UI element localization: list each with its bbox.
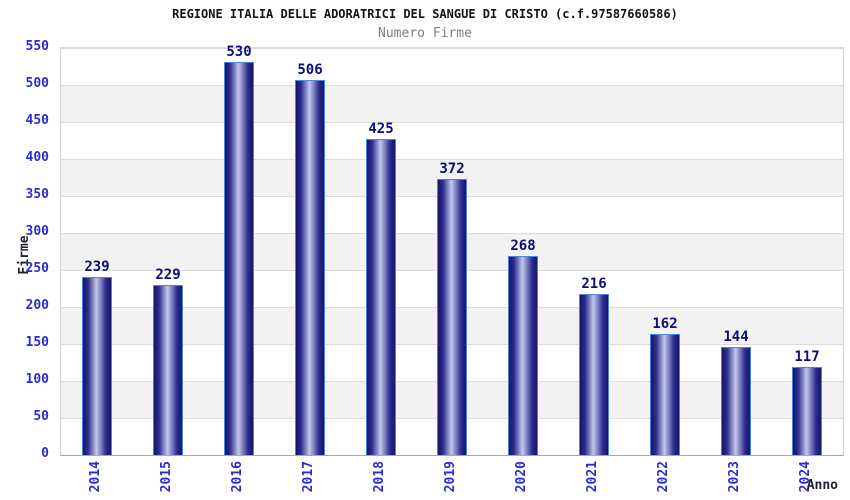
bar-2016 [224, 62, 254, 455]
bar-2022 [650, 334, 680, 455]
bar-value-2017: 506 [297, 62, 323, 78]
x-tick-label-2021: 2021 [585, 461, 600, 493]
bar-value-2023: 144 [723, 329, 749, 345]
bar-value-2022: 162 [652, 316, 678, 332]
x-tick-label-2016: 2016 [230, 461, 245, 493]
y-tick-label: 250 [25, 261, 49, 276]
y-tick-label: 450 [25, 113, 49, 128]
x-tick-label-2018: 2018 [372, 461, 387, 493]
bar-value-2014: 239 [84, 259, 110, 275]
bar-2019 [437, 179, 467, 455]
x-axis-label: Anno [806, 478, 838, 493]
y-tick-label: 50 [33, 409, 49, 424]
y-tick-label: 100 [25, 372, 49, 387]
bar-value-2024: 117 [794, 349, 820, 365]
y-tick-label: 200 [25, 298, 49, 313]
y-tick-label: 0 [41, 446, 49, 461]
bar-value-2020: 268 [510, 238, 536, 254]
bar-value-2021: 216 [581, 276, 607, 292]
bar-2017 [295, 80, 325, 455]
x-tick-label-2023: 2023 [727, 461, 742, 493]
bar-2018 [366, 139, 396, 455]
bar-2023 [721, 347, 751, 455]
bar-value-2018: 425 [368, 121, 394, 137]
bar-2014 [82, 277, 112, 455]
x-tick-label-2022: 2022 [656, 461, 671, 493]
chart-subtitle: Numero Firme [378, 26, 472, 41]
x-tick-label-2014: 2014 [88, 461, 103, 493]
x-tick-label-2015: 2015 [159, 461, 174, 493]
y-tick-label: 500 [25, 76, 49, 91]
bar-value-2016: 530 [226, 44, 252, 60]
bar-value-2015: 229 [155, 267, 181, 283]
bar-2015 [153, 285, 183, 455]
y-tick-label: 300 [25, 224, 49, 239]
y-tick-label: 150 [25, 335, 49, 350]
bar-2024 [792, 367, 822, 455]
plot-area: 239 229 530 506 425 372 268 216 162 144 117 [60, 44, 844, 456]
x-tick-label-2017: 2017 [301, 461, 316, 493]
bar-2020 [508, 256, 538, 455]
bar-value-2019: 372 [439, 161, 465, 177]
bar-2021 [579, 294, 609, 455]
y-tick-label: 350 [25, 187, 49, 202]
x-tick-label-2020: 2020 [514, 461, 529, 493]
x-tick-label-2019: 2019 [443, 461, 458, 493]
chart-title: REGIONE ITALIA DELLE ADORATRICI DEL SANG… [172, 7, 678, 21]
y-tick-label: 400 [25, 150, 49, 165]
y-tick-label: 550 [25, 39, 49, 54]
